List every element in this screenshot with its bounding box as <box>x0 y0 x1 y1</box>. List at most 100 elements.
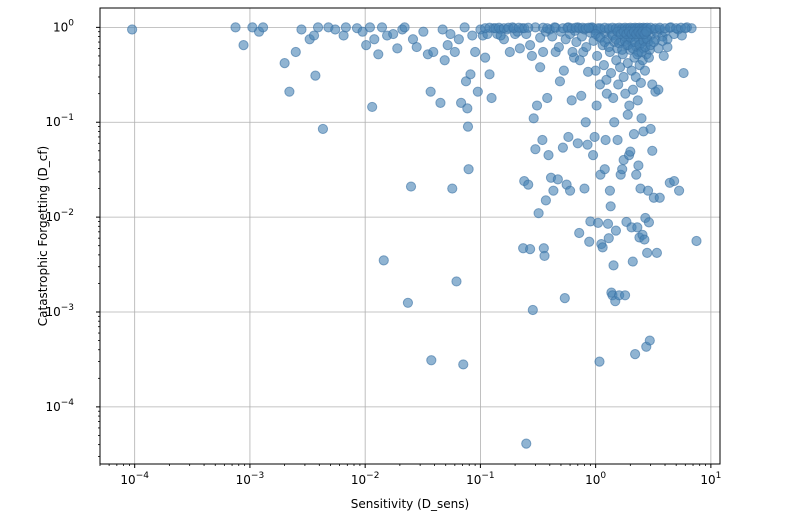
data-point <box>658 50 669 62</box>
data-point <box>376 22 388 33</box>
data-point <box>628 129 640 140</box>
data-point <box>428 46 439 58</box>
data-point <box>470 46 481 58</box>
data-point <box>633 160 644 171</box>
data-point <box>451 276 462 287</box>
data-point <box>435 97 446 108</box>
data-point <box>558 65 569 76</box>
data-point <box>530 144 541 155</box>
data-point <box>674 185 685 196</box>
data-point <box>644 335 655 346</box>
data-point <box>657 35 668 47</box>
data-point <box>279 58 290 69</box>
data-point <box>582 66 594 77</box>
data-point <box>598 60 610 71</box>
data-point <box>589 131 600 143</box>
data-point <box>567 46 578 58</box>
data-point <box>602 218 614 229</box>
data-point <box>632 222 643 233</box>
data-point <box>533 208 544 219</box>
data-point <box>619 290 631 301</box>
x-tick-label: 10−3 <box>236 471 265 487</box>
data-point <box>630 349 641 360</box>
data-point <box>563 131 574 143</box>
data-point <box>290 46 301 58</box>
data-point <box>463 164 474 175</box>
data-point <box>678 67 689 79</box>
data-point <box>312 22 324 33</box>
x-tick-label: 101 <box>700 471 721 487</box>
data-point <box>610 225 622 236</box>
data-point <box>603 41 614 53</box>
data-point <box>548 185 559 196</box>
data-point <box>605 201 616 212</box>
data-point <box>559 293 570 304</box>
x-tick-label: 10−2 <box>351 471 380 487</box>
data-point <box>645 123 656 135</box>
data-point <box>447 183 458 194</box>
data-point <box>467 30 478 41</box>
data-point <box>459 22 470 33</box>
data-point <box>604 185 616 196</box>
data-point <box>543 150 554 161</box>
data-point <box>580 117 591 128</box>
data-point <box>230 22 241 33</box>
data-point <box>584 236 595 247</box>
data-point <box>600 134 611 146</box>
data-point <box>639 65 651 76</box>
data-point <box>367 101 378 113</box>
data-point <box>583 22 594 33</box>
data-point <box>317 123 329 135</box>
data-point <box>308 30 320 41</box>
data-point <box>284 86 295 97</box>
data-point <box>539 250 550 262</box>
data-point <box>553 41 565 53</box>
data-point <box>523 179 534 190</box>
data-point <box>566 95 577 106</box>
data-point <box>547 31 558 42</box>
data-point <box>525 40 536 51</box>
data-point <box>535 62 546 73</box>
data-point <box>523 22 534 33</box>
data-point <box>581 41 592 53</box>
data-point <box>608 92 619 104</box>
data-point <box>392 43 403 54</box>
data-point <box>632 95 643 106</box>
data-point <box>538 46 549 58</box>
data-point <box>521 438 532 449</box>
data-point <box>411 41 422 53</box>
data-point <box>484 69 495 80</box>
data-point <box>576 90 587 101</box>
data-point <box>579 183 590 194</box>
data-point <box>330 24 341 35</box>
data-point <box>361 40 372 51</box>
data-point <box>542 92 553 104</box>
data-point <box>402 297 414 308</box>
data-point <box>369 34 380 45</box>
y-tick-label: 10−4 <box>45 398 74 414</box>
data-point <box>418 26 429 37</box>
data-point <box>587 150 599 161</box>
data-point <box>592 217 604 228</box>
data-point <box>625 146 636 157</box>
data-point <box>425 86 436 97</box>
data-point <box>453 34 464 45</box>
data-point <box>574 227 585 239</box>
data-point <box>613 79 624 90</box>
data-point <box>627 256 638 267</box>
data-point <box>462 121 474 132</box>
data-point <box>364 22 376 33</box>
data-point <box>540 195 551 206</box>
data-point <box>557 142 569 153</box>
data-point <box>605 67 617 79</box>
data-point <box>439 55 450 66</box>
data-point <box>635 77 646 88</box>
y-tick-label: 100 <box>53 18 74 34</box>
data-point <box>426 355 437 366</box>
data-point <box>669 175 680 187</box>
data-point <box>651 247 662 258</box>
data-point <box>445 28 456 40</box>
data-point <box>542 23 553 34</box>
data-point <box>647 145 658 156</box>
